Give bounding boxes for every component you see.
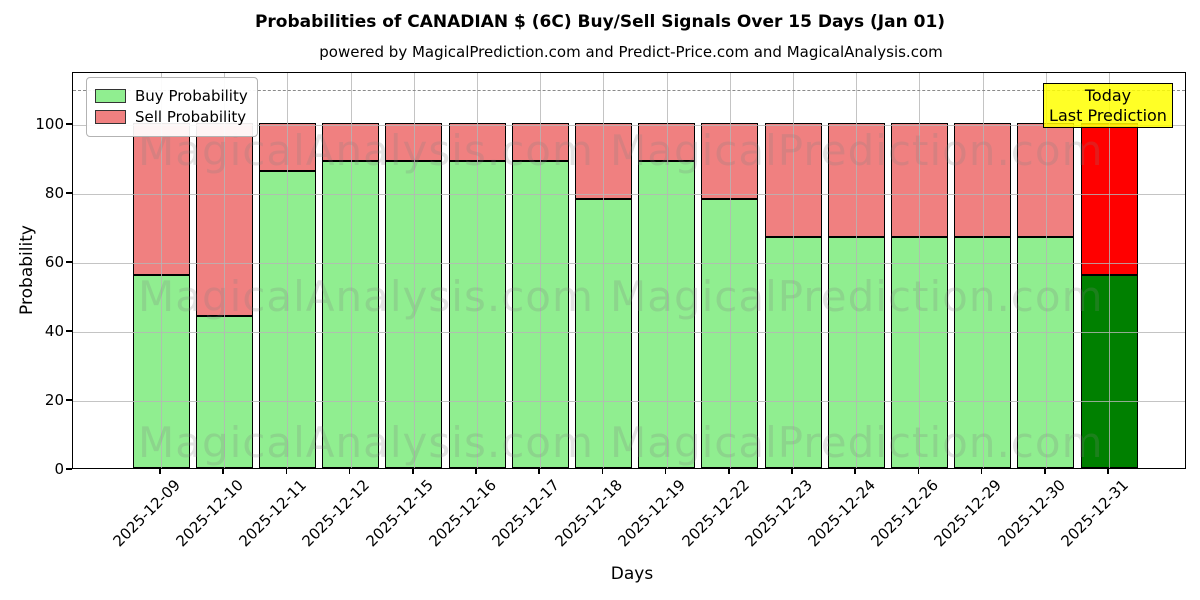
vertical-gridline xyxy=(540,73,542,468)
x-tick-mark xyxy=(475,469,477,474)
vertical-gridline xyxy=(477,73,478,468)
x-tick-mark xyxy=(601,469,604,474)
y-tick-mark xyxy=(66,399,72,401)
x-tick-mark xyxy=(222,469,224,474)
dashed-threshold-line xyxy=(73,90,1185,92)
chart-title: Probabilities of CANADIAN $ (6C) Buy/Sel… xyxy=(254,12,946,32)
plot-area xyxy=(72,72,1186,469)
x-tick-label: 2025-12-12 xyxy=(298,476,374,551)
x-tick-mark xyxy=(664,469,667,474)
x-tick-mark xyxy=(348,469,351,474)
horizontal-gridline xyxy=(73,262,1185,264)
x-tick-label: 2025-12-22 xyxy=(678,476,753,551)
watermark-text: MagicalAnalysis.com xyxy=(138,272,594,321)
vertical-gridline xyxy=(350,73,352,468)
x-tick-label: 2025-12-19 xyxy=(614,476,690,551)
horizontal-gridline xyxy=(73,400,1185,402)
x-tick-label: 2025-12-09 xyxy=(109,476,184,551)
vertical-gridline xyxy=(603,73,605,468)
legend: Buy Probability Sell Probability xyxy=(86,77,258,137)
watermark-text: MagicalPrediction.com xyxy=(610,272,1104,321)
vertical-gridline xyxy=(1109,73,1110,468)
watermark-text: MagicalPrediction.com xyxy=(610,126,1104,175)
x-tick-label: 2025-12-29 xyxy=(930,476,1006,551)
x-tick-label: 2025-12-24 xyxy=(804,476,879,551)
x-tick-mark xyxy=(980,469,983,474)
x-tick-label: 2025-12-15 xyxy=(362,476,437,551)
legend-label-buy: Buy Probability xyxy=(135,87,248,105)
vertical-gridline xyxy=(161,73,162,468)
vertical-gridline xyxy=(1045,73,1047,468)
y-tick-label: 0 xyxy=(54,460,64,478)
x-tick-mark xyxy=(538,469,540,474)
today-annotation-line2: Last Prediction xyxy=(1049,106,1167,125)
y-tick-label: 20 xyxy=(44,390,64,409)
x-tick-label: 2025-12-18 xyxy=(551,476,627,551)
vertical-gridline xyxy=(856,73,858,468)
x-tick-mark xyxy=(285,469,288,474)
vertical-gridline xyxy=(729,73,731,468)
x-tick-mark xyxy=(1044,469,1046,474)
vertical-gridline xyxy=(666,73,668,468)
x-tick-label: 2025-12-26 xyxy=(867,476,943,551)
x-axis-label: Days xyxy=(610,564,654,584)
x-tick-mark xyxy=(1107,469,1109,474)
x-tick-mark xyxy=(412,469,414,474)
y-tick-mark xyxy=(66,261,72,263)
x-tick-label: 2025-12-17 xyxy=(488,476,563,551)
x-tick-label: 2025-12-30 xyxy=(994,476,1069,551)
x-tick-mark xyxy=(917,469,920,474)
legend-item-sell: Sell Probability xyxy=(95,108,247,126)
y-tick-label: 40 xyxy=(44,321,64,340)
chart-subtitle: powered by MagicalPrediction.com and Pre… xyxy=(319,43,943,61)
x-tick-mark xyxy=(854,469,856,474)
x-tick-label: 2025-12-23 xyxy=(741,476,816,551)
vertical-gridline xyxy=(413,73,415,468)
vertical-gridline xyxy=(919,73,921,468)
horizontal-gridline xyxy=(73,331,1185,333)
legend-label-sell: Sell Probability xyxy=(135,108,247,126)
x-tick-label: 2025-12-31 xyxy=(1057,476,1132,551)
watermark-text: MagicalPrediction.com xyxy=(610,418,1104,467)
vertical-gridline xyxy=(793,73,794,468)
y-tick-mark xyxy=(66,468,72,470)
x-tick-mark xyxy=(728,469,730,474)
watermark-text: MagicalAnalysis.com xyxy=(138,418,594,467)
x-tick-label: 2025-12-11 xyxy=(235,476,311,551)
x-tick-mark xyxy=(159,469,161,474)
sell-color-swatch xyxy=(95,110,126,124)
y-tick-mark xyxy=(66,192,72,194)
today-annotation: Today Last Prediction xyxy=(1043,83,1173,128)
y-tick-label: 60 xyxy=(44,252,64,271)
y-tick-label: 100 xyxy=(35,114,64,133)
buy-color-swatch xyxy=(95,89,126,103)
y-tick-mark xyxy=(66,123,72,125)
legend-item-buy: Buy Probability xyxy=(95,87,248,105)
vertical-gridline xyxy=(287,73,289,468)
today-annotation-line1: Today xyxy=(1084,86,1132,105)
horizontal-gridline xyxy=(73,124,1185,126)
x-tick-label: 2025-12-10 xyxy=(172,476,247,551)
y-tick-label: 80 xyxy=(44,183,64,202)
x-tick-label: 2025-12-16 xyxy=(425,476,500,551)
vertical-gridline xyxy=(982,73,984,468)
x-tick-mark xyxy=(791,469,793,474)
y-tick-mark xyxy=(66,330,72,332)
horizontal-gridline xyxy=(73,193,1185,195)
vertical-gridline xyxy=(224,73,226,468)
